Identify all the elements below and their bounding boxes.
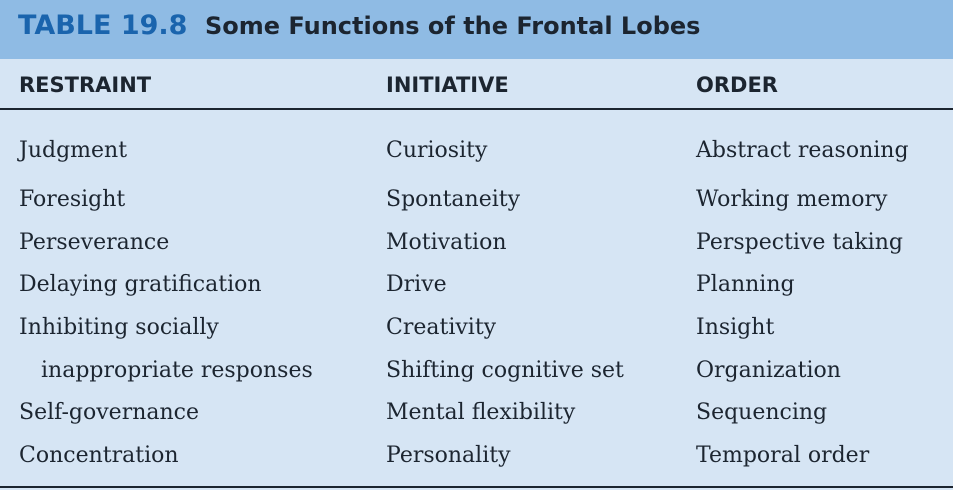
table-cell: Mental flexibility: [386, 400, 576, 425]
table-title-bar: TABLE 19.8 Some Functions of the Frontal…: [0, 0, 953, 59]
table-cell: Perspective taking: [696, 230, 903, 255]
footer-rule: [0, 486, 953, 488]
table-cell: Abstract reasoning: [696, 138, 909, 163]
column-header-restraint: RESTRAINT: [19, 73, 152, 97]
table-cell: Organization: [696, 358, 841, 383]
table-number: TABLE 19.8: [18, 10, 188, 41]
table-cell: Spontaneity: [386, 187, 521, 212]
column-header-initiative: INITIATIVE: [386, 73, 509, 97]
column-header-order: ORDER: [696, 73, 778, 97]
table-cell: inappropriate responses: [41, 358, 313, 383]
table-cell: Drive: [386, 272, 447, 297]
table-cell: Creativity: [386, 315, 497, 340]
table-cell: Personality: [386, 443, 511, 468]
table-title: Some Functions of the Frontal Lobes: [205, 12, 701, 40]
table-cell: Planning: [696, 272, 795, 297]
table-cell: Sequencing: [696, 400, 828, 425]
table-cell: Curiosity: [386, 138, 488, 163]
table-cell: Shifting cognitive set: [386, 358, 624, 383]
table-cell: Delaying gratification: [19, 272, 262, 297]
table-cell: Inhibiting socially: [19, 315, 219, 340]
table-cell: Temporal order: [696, 443, 870, 468]
table-cell: Judgment: [19, 138, 128, 163]
table-cell: Working memory: [696, 187, 888, 212]
table-cell: Insight: [696, 315, 775, 340]
header-rule: [0, 108, 953, 110]
table-cell: Self-governance: [19, 400, 200, 425]
table-cell: Concentration: [19, 443, 179, 468]
table-cell: Motivation: [386, 230, 507, 255]
table-cell: Foresight: [19, 187, 126, 212]
table-cell: Perseverance: [19, 230, 170, 255]
